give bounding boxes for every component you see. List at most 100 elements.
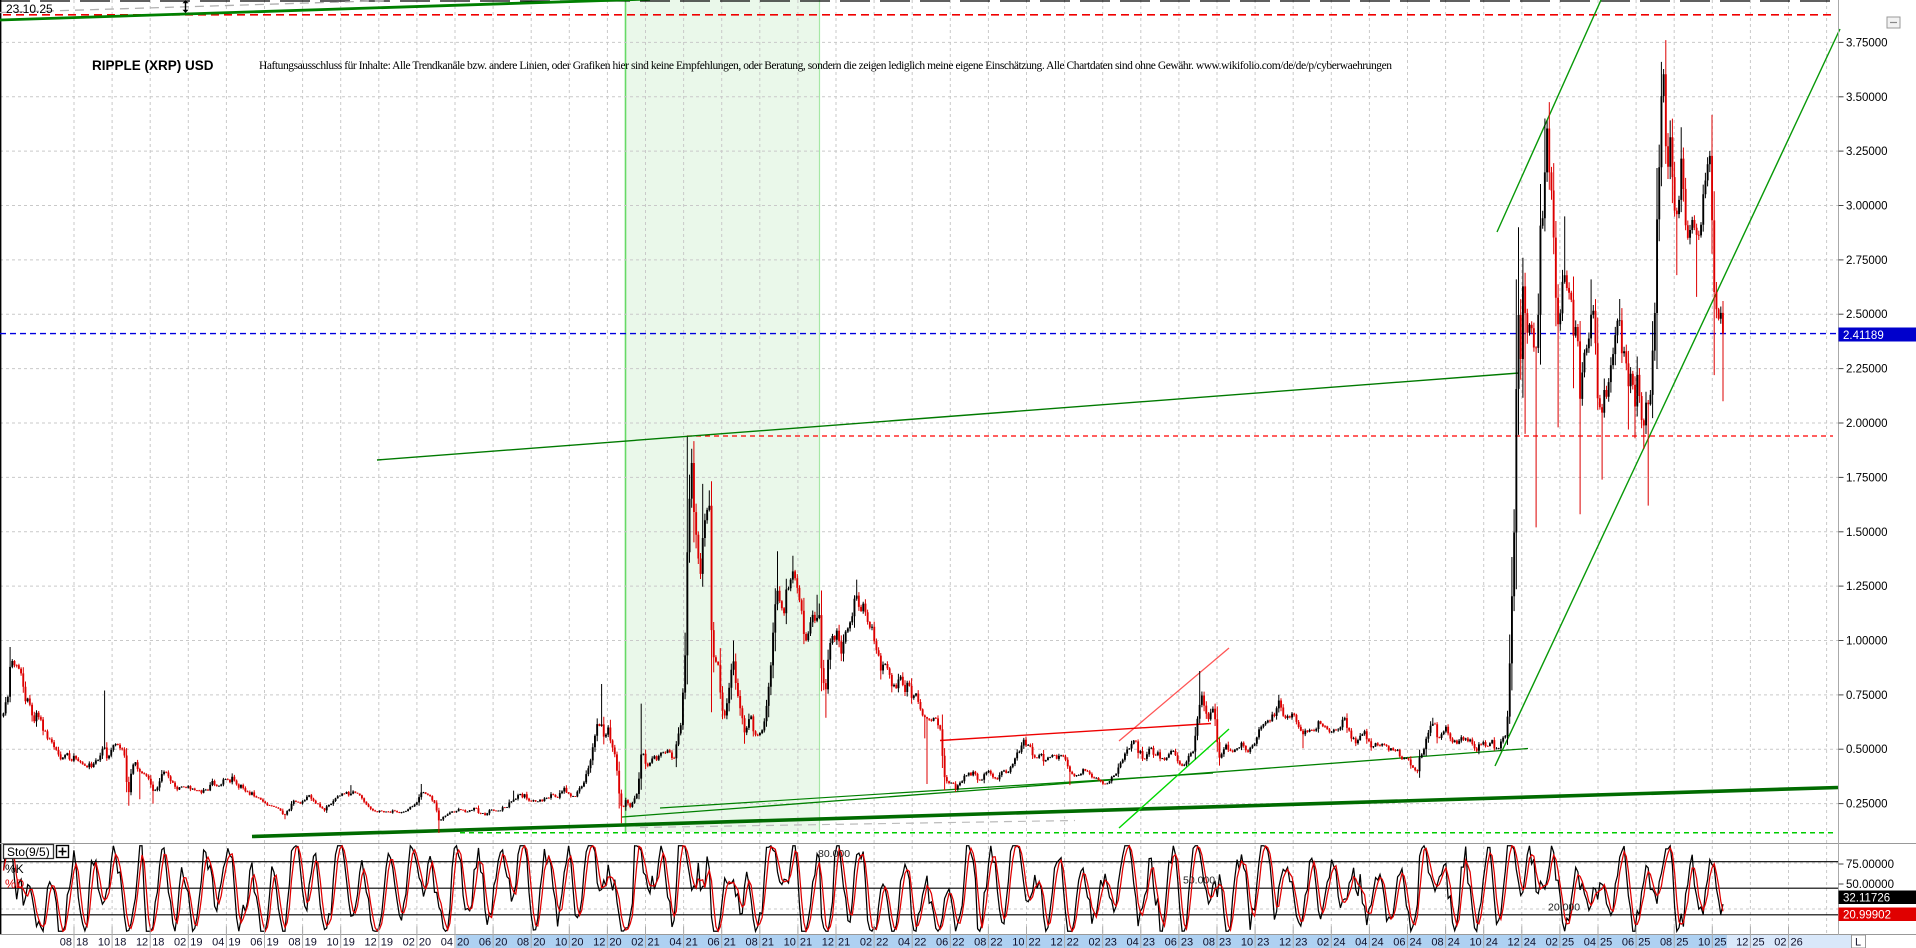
svg-text:12: 12 — [1736, 937, 1748, 948]
svg-text:20: 20 — [457, 937, 469, 948]
svg-text:3.50000: 3.50000 — [1846, 92, 1888, 104]
svg-text:06: 06 — [707, 937, 719, 948]
svg-text:22: 22 — [1029, 937, 1041, 948]
svg-text:21: 21 — [686, 937, 698, 948]
svg-text:24: 24 — [1333, 937, 1345, 948]
svg-text:08: 08 — [974, 937, 986, 948]
svg-text:12: 12 — [822, 937, 834, 948]
svg-text:22: 22 — [914, 937, 926, 948]
svg-text:06: 06 — [936, 937, 948, 948]
svg-text:06: 06 — [250, 937, 262, 948]
svg-text:50.000: 50.000 — [1183, 875, 1215, 887]
svg-text:04: 04 — [212, 937, 224, 948]
svg-text:25: 25 — [1676, 937, 1688, 948]
svg-text:18: 18 — [152, 937, 164, 948]
svg-text:0.75000: 0.75000 — [1846, 690, 1888, 702]
svg-text:22: 22 — [1067, 937, 1079, 948]
svg-text:12: 12 — [136, 937, 148, 948]
svg-text:04: 04 — [1355, 937, 1367, 948]
svg-text:06: 06 — [1165, 937, 1177, 948]
svg-text:21: 21 — [648, 937, 660, 948]
svg-text:22: 22 — [990, 937, 1002, 948]
svg-text:19: 19 — [381, 937, 393, 948]
svg-text:23.10.25: 23.10.25 — [6, 2, 53, 16]
svg-text:06: 06 — [1393, 937, 1405, 948]
svg-text:02: 02 — [1317, 937, 1329, 948]
svg-text:24: 24 — [1371, 937, 1383, 948]
svg-text:1.25000: 1.25000 — [1846, 581, 1888, 593]
svg-text:20.99902: 20.99902 — [1843, 910, 1891, 922]
svg-text:19: 19 — [343, 937, 355, 948]
svg-text:80.000: 80.000 — [818, 848, 850, 860]
svg-text:10: 10 — [1012, 937, 1024, 948]
svg-text:08: 08 — [1431, 937, 1443, 948]
svg-text:08: 08 — [1660, 937, 1672, 948]
svg-text:22: 22 — [876, 937, 888, 948]
svg-text:1.00000: 1.00000 — [1846, 636, 1888, 648]
svg-text:10: 10 — [555, 937, 567, 948]
svg-text:23: 23 — [1181, 937, 1193, 948]
svg-text:0.50000: 0.50000 — [1846, 744, 1888, 756]
svg-text:L: L — [1855, 937, 1861, 948]
svg-text:25: 25 — [1752, 937, 1764, 948]
svg-text:12: 12 — [593, 937, 605, 948]
svg-text:10: 10 — [98, 937, 110, 948]
svg-text:24: 24 — [1410, 937, 1422, 948]
svg-text:2.75000: 2.75000 — [1846, 255, 1888, 267]
svg-text:02: 02 — [403, 937, 415, 948]
svg-text:10: 10 — [1698, 937, 1710, 948]
svg-text:21: 21 — [762, 937, 774, 948]
svg-text:02: 02 — [631, 937, 643, 948]
svg-text:21: 21 — [724, 937, 736, 948]
svg-text:18: 18 — [114, 937, 126, 948]
svg-text:3.00000: 3.00000 — [1846, 201, 1888, 213]
svg-text:02: 02 — [1774, 937, 1786, 948]
svg-text:04: 04 — [669, 937, 681, 948]
svg-text:RIPPLE (XRP) USD: RIPPLE (XRP) USD — [92, 58, 214, 73]
svg-text:2.41189: 2.41189 — [1843, 330, 1884, 342]
svg-text:20.000: 20.000 — [1548, 902, 1580, 914]
svg-text:04: 04 — [441, 937, 453, 948]
svg-text:08: 08 — [60, 937, 72, 948]
svg-text:24: 24 — [1524, 937, 1536, 948]
svg-text:25: 25 — [1714, 937, 1726, 948]
svg-text:23: 23 — [1295, 937, 1307, 948]
svg-text:04: 04 — [898, 937, 910, 948]
svg-text:25: 25 — [1600, 937, 1612, 948]
svg-text:25: 25 — [1638, 937, 1650, 948]
svg-text:21: 21 — [838, 937, 850, 948]
svg-text:08: 08 — [746, 937, 758, 948]
svg-text:50.00000: 50.00000 — [1846, 879, 1894, 891]
svg-text:12: 12 — [1508, 937, 1520, 948]
svg-text:3.25000: 3.25000 — [1846, 146, 1888, 158]
svg-text:0.25000: 0.25000 — [1846, 799, 1888, 811]
svg-text:3.75000: 3.75000 — [1846, 37, 1888, 49]
svg-text:2.25000: 2.25000 — [1846, 364, 1888, 376]
svg-text:20: 20 — [419, 937, 431, 948]
svg-text:23: 23 — [1257, 937, 1269, 948]
svg-text:20: 20 — [609, 937, 621, 948]
svg-text:02: 02 — [174, 937, 186, 948]
svg-text:23: 23 — [1143, 937, 1155, 948]
svg-text:18: 18 — [76, 937, 88, 948]
svg-text:12: 12 — [1279, 937, 1291, 948]
svg-text:04: 04 — [1584, 937, 1596, 948]
svg-text:20: 20 — [495, 937, 507, 948]
svg-text:%K: %K — [5, 862, 24, 876]
svg-text:2.00000: 2.00000 — [1846, 418, 1888, 430]
svg-text:08: 08 — [288, 937, 300, 948]
svg-text:12: 12 — [365, 937, 377, 948]
svg-text:2.50000: 2.50000 — [1846, 309, 1888, 321]
svg-text:20: 20 — [571, 937, 583, 948]
svg-text:08: 08 — [1203, 937, 1215, 948]
svg-text:26: 26 — [1791, 937, 1803, 948]
svg-text:20: 20 — [533, 937, 545, 948]
svg-text:06: 06 — [1622, 937, 1634, 948]
svg-text:06: 06 — [479, 937, 491, 948]
svg-text:25: 25 — [1562, 937, 1574, 948]
svg-text:04: 04 — [1127, 937, 1139, 948]
svg-text:02: 02 — [1088, 937, 1100, 948]
svg-text:02: 02 — [860, 937, 872, 948]
svg-text:Sto(9/5): Sto(9/5) — [7, 845, 50, 859]
svg-text:75.00000: 75.00000 — [1846, 859, 1894, 871]
